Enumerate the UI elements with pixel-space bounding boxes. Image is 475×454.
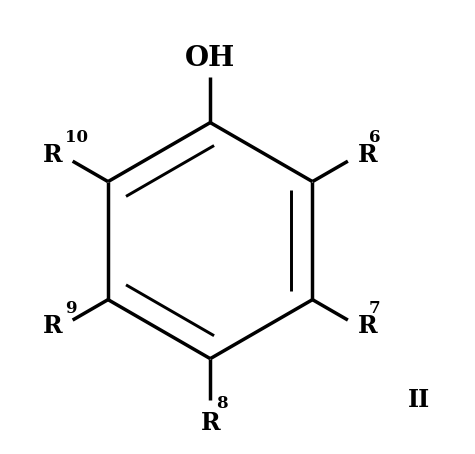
- Text: 10: 10: [65, 129, 88, 146]
- Text: OH: OH: [185, 45, 236, 72]
- Text: R: R: [358, 314, 377, 338]
- Text: II: II: [408, 388, 430, 411]
- Text: 6: 6: [369, 129, 380, 146]
- Text: 8: 8: [216, 395, 228, 412]
- Text: R: R: [358, 143, 377, 168]
- Text: 9: 9: [65, 300, 76, 317]
- Text: 7: 7: [369, 300, 380, 317]
- Text: R: R: [200, 411, 220, 435]
- Text: R: R: [43, 314, 63, 338]
- Text: R: R: [43, 143, 63, 168]
